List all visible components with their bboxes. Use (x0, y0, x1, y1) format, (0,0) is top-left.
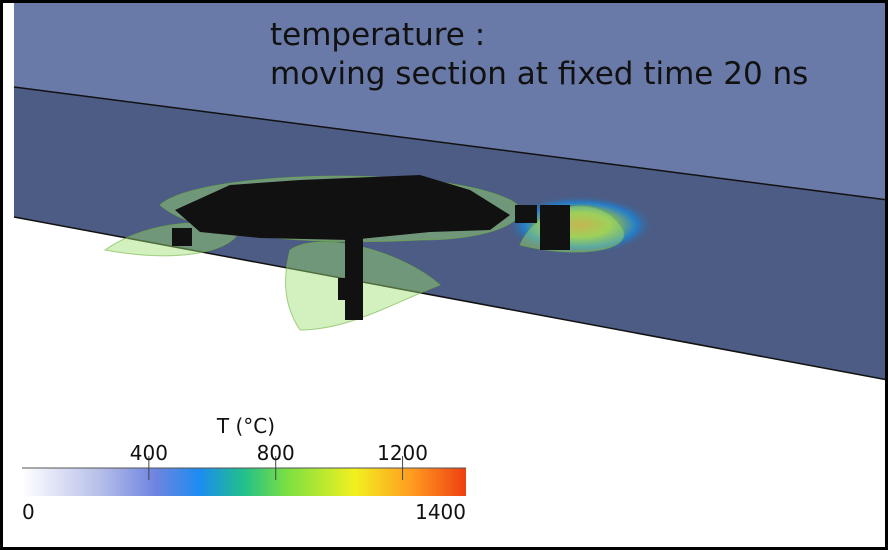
title-line: moving section at fixed time 20 ns (270, 56, 808, 92)
title-line: temperature : (270, 17, 485, 53)
colorbar-max: 1400 (415, 500, 466, 524)
render-view: temperature : moving section at fixed ti… (0, 0, 888, 550)
colorbar-tick-label: 800 (257, 441, 295, 465)
colorbar-min: 0 (22, 500, 35, 524)
colorbar (22, 468, 466, 496)
colorbar-tick-label: 400 (130, 441, 168, 465)
colorbar-tick-label: 1200 (377, 441, 428, 465)
colorbar-label: T (°C) (216, 414, 275, 438)
